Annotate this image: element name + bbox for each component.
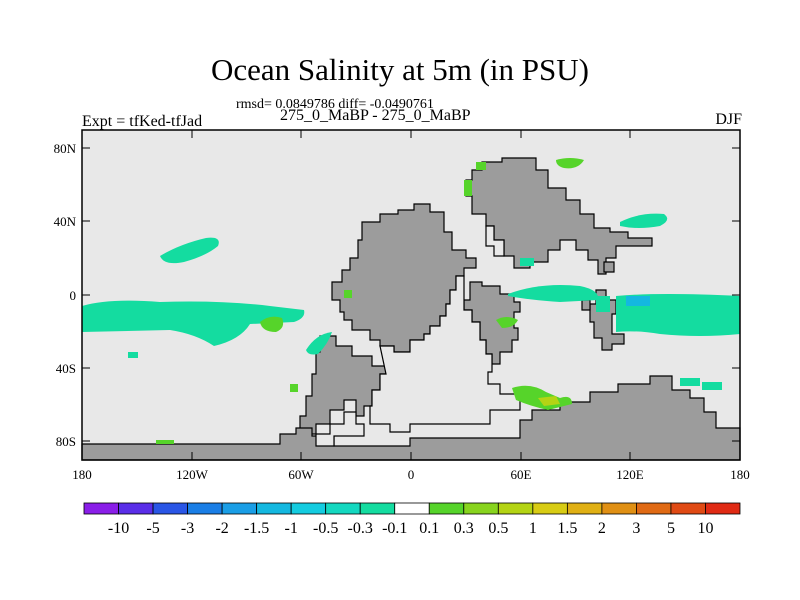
land-antarctica (81, 375, 741, 461)
lon-tick-label: 180 (72, 467, 92, 482)
colorbar (83, 502, 741, 515)
atlantic-basin (369, 275, 521, 433)
lat-tick-labels: 80N 40N 0 40S 80S (54, 141, 77, 449)
colorbar-swatch (152, 502, 188, 515)
colorbar-label: -3 (181, 520, 194, 537)
land-south-america (299, 335, 387, 435)
colorbar-label: -0.3 (348, 520, 373, 537)
colorbar-label: 2 (598, 520, 606, 537)
colorbar-label: 10 (697, 520, 713, 537)
colorbar-swatch (83, 502, 119, 515)
colorbar-swatch (325, 502, 361, 515)
colorbar-label: 1.5 (557, 520, 577, 537)
colorbar-label: 3 (632, 520, 640, 537)
lat-tick-label: 40S (56, 361, 76, 376)
lon-tick-label: 180 (730, 467, 750, 482)
chart-title: Ocean Salinity at 5m (in PSU) (211, 52, 589, 87)
lat-tick-label: 0 (70, 288, 77, 303)
patch-west-pacific-blue (626, 296, 650, 306)
arctic-inlet (485, 225, 505, 257)
colorbar-swatch (221, 502, 258, 515)
patch-south-pacific (680, 378, 700, 386)
patch-south-indian-yellow (538, 396, 560, 406)
experiment-label: Expt = tfKed-tfJad (82, 113, 203, 130)
colorbar-swatch (705, 502, 741, 515)
colorbar-label: -0.1 (382, 520, 407, 537)
southern-channel (315, 411, 365, 447)
patch-small-pacific (128, 352, 138, 358)
lat-tick-label: 80S (56, 434, 76, 449)
patch-north-indian (620, 213, 668, 228)
colorbar-label: 0.3 (454, 520, 474, 537)
patch-north-pacific (160, 237, 219, 264)
colorbar-label: 0.1 (419, 520, 439, 537)
colorbar-swatch (118, 502, 154, 515)
colorbar-swatch (636, 502, 672, 515)
lon-tick-label: 60W (288, 467, 314, 482)
colorbar-swatch (532, 502, 568, 515)
run-comparison-label: 275_0_MaBP - 275_0_MaBP (280, 107, 471, 124)
colorbar-swatch (670, 502, 706, 515)
colorbar-label: -10 (108, 520, 129, 537)
colorbar-label: -2 (215, 520, 228, 537)
patch-green-arctic-2 (476, 162, 486, 170)
patch-maritime (596, 296, 610, 312)
map-panel: 180 120W 60W 0 60E 120E 180 80N 40N 0 40… (54, 129, 750, 482)
lon-tick-label: 60E (511, 467, 532, 482)
colorbar-label: -0.5 (313, 520, 338, 537)
patch-east-pacific (306, 332, 332, 355)
colorbar-swatch (601, 502, 637, 515)
patch-green-atlantic (344, 290, 352, 298)
colorbar-label: -1 (284, 520, 297, 537)
colorbar-swatch (428, 502, 465, 515)
colorbar-labels: -10 -5 -3 -2 -1.5 -1 -0.5 -0.3 -0.1 0.1 0.3 0.5 1 1.5… (108, 520, 714, 537)
colorbar-swatch (290, 502, 327, 515)
patch-indian-ocean (508, 285, 599, 302)
patch-green-pacific (260, 316, 284, 332)
season-label: DJF (715, 111, 742, 128)
colorbar-swatch (463, 502, 499, 515)
colorbar-swatch (566, 502, 603, 515)
patch-green-south (290, 384, 298, 392)
axis-ticks (81, 130, 741, 460)
salinity-anomaly-patches (82, 158, 740, 444)
lon-tick-label: 120W (176, 467, 209, 482)
patch-green-siberia (556, 158, 584, 169)
colorbar-label: 0.5 (488, 520, 508, 537)
patch-green-east-indian (496, 317, 518, 328)
colorbar-swatch (394, 502, 430, 515)
lon-tick-label: 0 (408, 467, 415, 482)
colorbar-label: 5 (667, 520, 675, 537)
inland-ocean (315, 225, 521, 447)
colorbar-swatch (359, 502, 396, 515)
patch-arctic (520, 258, 534, 266)
patch-green-antarctic (156, 440, 174, 444)
colorbar-swatch (256, 502, 292, 515)
patch-tropical-pacific (82, 300, 305, 346)
patch-green-arctic (464, 180, 472, 196)
lat-tick-label: 40N (54, 214, 77, 229)
colorbar-swatch (187, 502, 223, 515)
lat-tick-label: 80N (54, 141, 77, 156)
colorbar-label: -1.5 (244, 520, 269, 537)
colorbar-label: -5 (146, 520, 159, 537)
colorbar-swatch (497, 502, 534, 515)
patch-north-pacific-east (700, 296, 740, 304)
patch-south-pacific-2 (702, 382, 722, 390)
lon-tick-labels: 180 120W 60W 0 60E 120E 180 (72, 467, 750, 482)
colorbar-label: 1 (529, 520, 537, 537)
rmsd-diff-stats: rmsd= 0.0849786 diff= -0.0490761 (236, 97, 434, 112)
lon-tick-label: 120E (616, 467, 644, 482)
